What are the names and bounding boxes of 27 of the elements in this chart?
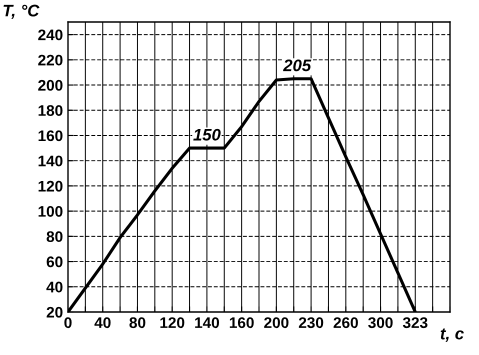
x-tick-label: 260 [334,317,358,328]
x-tick-label: 120 [160,317,184,328]
annotation: 205 [283,59,312,72]
x-tick-label: 230 [298,317,324,328]
y-tick-label: 100 [38,206,63,217]
y-tick-label: 120 [38,180,63,192]
y-tick-label: 140 [38,156,63,166]
y-tick-label: 240 [38,29,63,40]
y-tick-label: 160 [38,130,63,142]
x-tick-label: 323 [402,317,428,328]
x-tick-label: 160 [230,317,254,328]
y-tick-label: 80 [46,231,63,242]
y-tick-label: 180 [38,105,63,116]
y-tick-label: 20 [46,306,63,318]
annotation: 150 [193,128,221,141]
x-tick-label: 40 [94,317,111,328]
x-tick-label: 300 [368,317,393,328]
x-tick-label: 0 [64,317,72,328]
x-axis-title: t, c [440,328,464,342]
x-tick-label: 140 [195,317,220,328]
y-tick-label: 40 [46,282,63,292]
y-axis-title: T, °C [4,4,40,19]
x-tick-label: 200 [264,317,288,328]
y-tick-label: 60 [46,256,63,268]
y-tick-label: 220 [38,54,63,66]
x-tick-label: 80 [129,317,146,328]
y-tick-label: 200 [38,80,63,91]
